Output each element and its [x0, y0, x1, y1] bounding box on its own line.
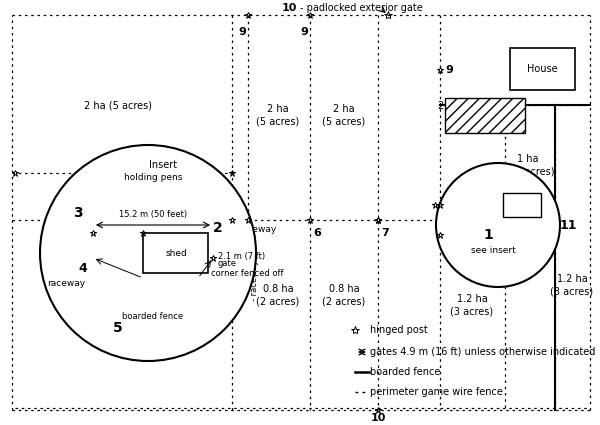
Text: corner fenced off: corner fenced off	[211, 269, 284, 278]
Text: 7: 7	[381, 228, 389, 238]
Text: 0.8 ha
(2 acres): 0.8 ha (2 acres)	[322, 284, 365, 306]
Text: House: House	[527, 64, 557, 74]
Text: raceway: raceway	[47, 278, 85, 287]
Text: 2 ha (5 acres): 2 ha (5 acres)	[84, 100, 152, 110]
Text: 10: 10	[281, 3, 297, 13]
Text: 0.8 ha
(2 acres): 0.8 ha (2 acres)	[256, 284, 299, 306]
Text: 2.1 m (7 ft): 2.1 m (7 ft)	[218, 252, 265, 261]
Text: 5: 5	[113, 321, 123, 335]
Text: 2 ha (5 acres): 2 ha (5 acres)	[438, 100, 506, 110]
Text: perimeter game wire fence: perimeter game wire fence	[370, 387, 503, 397]
Text: 8: 8	[238, 277, 248, 283]
Text: 1 ha
(2.5 acres): 1 ha (2.5 acres)	[502, 154, 554, 176]
Text: 10: 10	[370, 413, 386, 423]
Text: - raceway: - raceway	[232, 225, 276, 234]
Text: boarded fence: boarded fence	[370, 367, 440, 377]
Text: 9: 9	[445, 65, 453, 75]
Text: Insert: Insert	[149, 160, 177, 170]
Circle shape	[436, 163, 560, 287]
Text: 8: 8	[221, 225, 229, 235]
Bar	[143, 233, 208, 273]
Text: boarded fence: boarded fence	[122, 312, 184, 321]
Text: 9: 9	[300, 27, 308, 37]
Text: 11: 11	[560, 218, 577, 232]
Text: see insert: see insert	[470, 246, 515, 255]
Text: 1.2 ha
(3 acres): 1.2 ha (3 acres)	[550, 274, 593, 296]
Text: 3: 3	[73, 206, 83, 220]
Text: hinged post: hinged post	[370, 325, 428, 335]
Bar	[503, 193, 541, 217]
Text: gates 4.9 m (16 ft) unless otherwise indicated: gates 4.9 m (16 ft) unless otherwise ind…	[370, 347, 595, 357]
Text: - wing fence: - wing fence	[133, 158, 193, 168]
Text: 2 ha
(5 acres): 2 ha (5 acres)	[256, 104, 299, 126]
Text: 2: 2	[440, 210, 448, 220]
Text: 15.2 m (50 feet): 15.2 m (50 feet)	[119, 210, 187, 219]
Text: 2 ha (5 acres): 2 ha (5 acres)	[84, 260, 152, 270]
Text: 4: 4	[79, 261, 88, 275]
Bar	[510, 48, 575, 90]
Text: 2: 2	[213, 221, 223, 235]
Text: - raceway: - raceway	[250, 259, 259, 300]
Text: 2 ha
(5 acres): 2 ha (5 acres)	[322, 104, 365, 126]
Bar	[445, 98, 525, 133]
Circle shape	[40, 145, 256, 361]
Text: 9: 9	[238, 27, 246, 37]
Text: gate: gate	[218, 259, 237, 268]
Text: shed: shed	[165, 249, 187, 258]
Text: holding pens: holding pens	[124, 173, 182, 181]
Text: 1: 1	[483, 228, 493, 242]
Text: 1.2 ha
(3 acres): 1.2 ha (3 acres)	[451, 294, 494, 316]
Text: 12: 12	[115, 158, 130, 168]
Text: - padlocked exterior gate: - padlocked exterior gate	[300, 3, 423, 13]
Text: 6: 6	[313, 228, 321, 238]
